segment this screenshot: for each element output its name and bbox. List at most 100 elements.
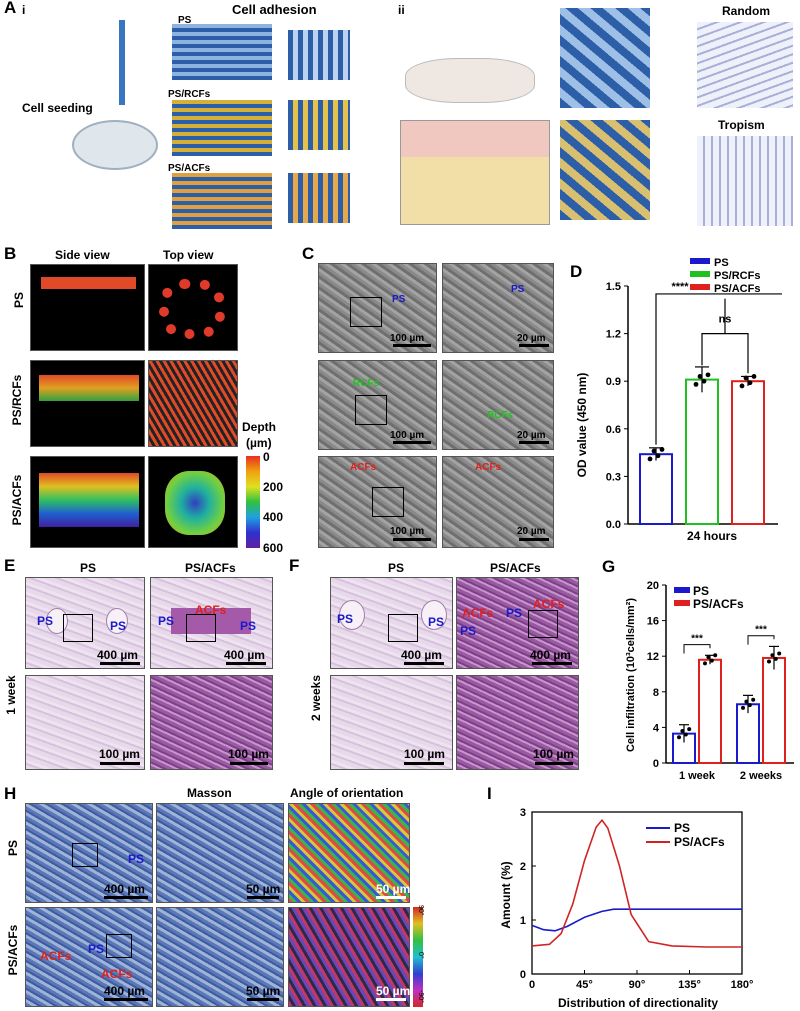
a-i-label: i bbox=[22, 3, 26, 17]
e-ps-high-image bbox=[25, 675, 145, 770]
depth-tick-200: 200 bbox=[263, 480, 284, 494]
depth-tick-0: 0 bbox=[263, 450, 270, 464]
f-ps-low-image bbox=[330, 577, 453, 669]
f-acfs-label-left: ACFs bbox=[462, 606, 494, 620]
h-scalebar bbox=[104, 896, 148, 899]
h-row-acfs: PS/ACFs bbox=[6, 924, 20, 976]
d-legend-label: PS/ACFs bbox=[714, 283, 760, 295]
panel-label-h: H bbox=[4, 784, 17, 803]
h-ps-label: PS bbox=[128, 852, 145, 866]
panel-label-a: A bbox=[4, 0, 17, 17]
c-scale-ps-low: 100 µm bbox=[390, 333, 425, 344]
g-data-point bbox=[683, 732, 688, 737]
c-scale-rcfs-low: 100 µm bbox=[390, 430, 425, 441]
c-acfs-high-image bbox=[442, 456, 554, 548]
i-x-tick-label: 180° bbox=[731, 979, 754, 991]
d-sig-label: **** bbox=[671, 281, 689, 293]
d-data-point bbox=[655, 453, 661, 459]
g-data-point bbox=[773, 656, 778, 661]
random-scaffold-image bbox=[560, 8, 650, 108]
rcfs-zoom-image bbox=[288, 100, 350, 150]
b-top-view-title: Top view bbox=[163, 248, 214, 262]
d-legend-label: PS bbox=[714, 257, 729, 269]
f-scale-400-b: 400 µm bbox=[530, 648, 571, 662]
d-data-point bbox=[751, 374, 757, 379]
c-scalebar bbox=[393, 344, 431, 347]
c-scalebar bbox=[393, 441, 431, 444]
h-scale-50-a: 50 µm bbox=[246, 882, 281, 896]
c-ps-label-high: PS bbox=[511, 284, 525, 295]
h-ps-orientation-image bbox=[288, 803, 410, 903]
petri-dish bbox=[72, 120, 158, 170]
g-data-point bbox=[709, 658, 714, 663]
e-scalebar bbox=[100, 762, 140, 765]
c-acfs-low-image bbox=[318, 456, 437, 548]
cell-seeding-label: Cell seeding bbox=[22, 101, 93, 115]
g-data-point bbox=[747, 703, 752, 708]
i-y-tick-label: 0 bbox=[520, 969, 526, 981]
d-legend-swatch bbox=[690, 284, 710, 290]
g-data-point bbox=[777, 651, 782, 656]
g-sig-label: *** bbox=[691, 634, 703, 645]
h-scale-50-d: 50 µm bbox=[376, 984, 411, 998]
f-scalebar bbox=[535, 762, 573, 765]
i-legend-label: PS bbox=[674, 821, 690, 835]
panel-label-i: I bbox=[487, 784, 492, 803]
panel-label-f: F bbox=[289, 556, 300, 575]
g-sig-label: *** bbox=[755, 625, 767, 636]
d-y-tick-label: 0.0 bbox=[606, 519, 621, 531]
i-x-tick-label: 0 bbox=[529, 979, 535, 991]
f-acfs-high-image bbox=[456, 675, 579, 770]
i-x-tick-label: 45° bbox=[576, 979, 593, 991]
f-scalebar bbox=[404, 662, 444, 665]
c-scalebar bbox=[519, 344, 549, 347]
d-data-point bbox=[651, 448, 657, 454]
c-ps-low-image bbox=[318, 263, 437, 353]
d-data-point bbox=[701, 378, 707, 384]
h-scale-50-b: 50 µm bbox=[246, 984, 281, 998]
e-ps-low-image bbox=[25, 577, 145, 669]
d-sig-bracket bbox=[655, 293, 782, 445]
f-ps-label-right: PS bbox=[428, 615, 445, 629]
i-series-line bbox=[531, 908, 742, 932]
b-row-rcfs: PS/RCFs bbox=[10, 374, 24, 426]
d-data-point bbox=[697, 374, 703, 379]
d-data-point bbox=[659, 447, 665, 452]
h-colorbar-tick-90: 90° bbox=[417, 905, 424, 916]
e-scalebar bbox=[226, 662, 266, 665]
h-acfs-label-1: ACFs bbox=[40, 949, 72, 963]
g-data-point bbox=[741, 705, 745, 710]
acfs-scaffold-image bbox=[172, 173, 272, 229]
i-y-axis-label: Amount (%) bbox=[499, 861, 513, 928]
c-ps-zoom-box bbox=[350, 297, 382, 327]
depth-unit: (µm) bbox=[246, 436, 272, 450]
e-scale-400-b: 400 µm bbox=[224, 648, 265, 662]
rat-illustration bbox=[405, 58, 535, 103]
e-ps-label-3: PS bbox=[158, 614, 175, 628]
d-data-point bbox=[747, 380, 753, 386]
g-y-tick-label: 8 bbox=[653, 687, 659, 699]
h-acfs-zoom-box bbox=[106, 934, 132, 958]
c-rcfs-low-image bbox=[318, 360, 437, 450]
i-y-tick-label: 2 bbox=[520, 861, 526, 873]
g-x-tick-label: 1 week bbox=[679, 770, 716, 782]
panel-label-d: D bbox=[570, 262, 583, 281]
c-scale-acfs-low: 100 µm bbox=[390, 526, 425, 537]
f-acfs-low-image bbox=[456, 577, 579, 669]
c-ps-label-low: PS bbox=[392, 294, 406, 305]
skin-implant-illustration bbox=[400, 120, 550, 225]
f-scale-400-a: 400 µm bbox=[401, 648, 442, 662]
b-ps-top-image bbox=[148, 264, 238, 351]
depth-tick-400: 400 bbox=[263, 510, 284, 524]
g-data-point bbox=[744, 699, 749, 704]
c-scale-acfs-high: 20 µm bbox=[517, 526, 546, 537]
b-ps-side-image bbox=[30, 264, 145, 351]
e-scalebar bbox=[230, 762, 268, 765]
pipette bbox=[119, 20, 125, 105]
h-scalebar bbox=[247, 998, 279, 1001]
cell-adhesion-title: Cell adhesion bbox=[232, 2, 317, 17]
d-data-point bbox=[739, 383, 745, 389]
random-fiber-image bbox=[697, 22, 793, 108]
g-y-axis-label: Cell infiltration (10³cells/mm²) bbox=[625, 598, 637, 752]
